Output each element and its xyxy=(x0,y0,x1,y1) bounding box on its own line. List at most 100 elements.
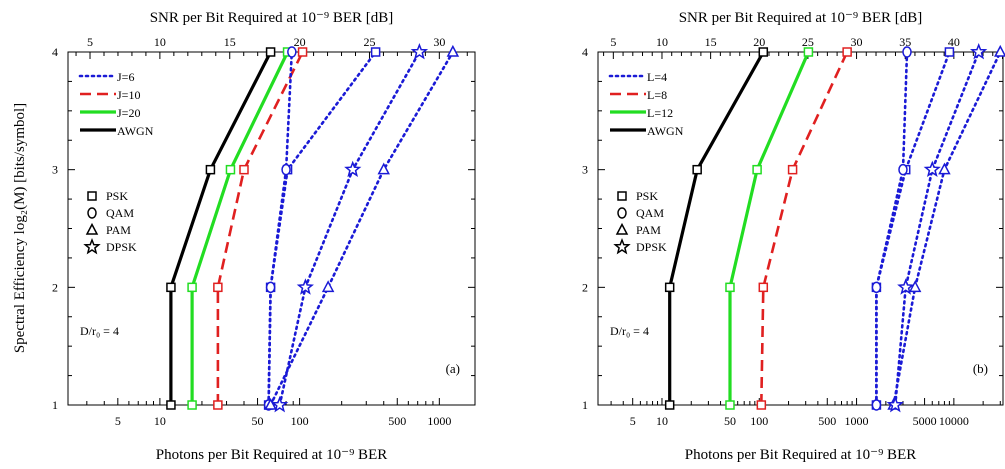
top-axis-title: SNR per Bit Required at 10⁻⁹ BER [dB] xyxy=(150,10,394,26)
y-tick-label: 3 xyxy=(582,163,588,177)
top-tick-label: 15 xyxy=(224,35,236,49)
top-tick-label: 25 xyxy=(363,35,375,49)
chart-panel-1: 5 10 50 100 500 1000 5 10 15 20 25 30 1 2 3 4 SNR per Bi… xyxy=(52,10,476,463)
legend-line-label: J=10 xyxy=(117,88,140,102)
x-tick-label: 500 xyxy=(818,414,836,428)
data-point-square xyxy=(944,47,955,57)
series-j-6-psk xyxy=(263,47,381,410)
data-point-star xyxy=(886,395,904,413)
x-tick-label: 500 xyxy=(388,414,406,428)
data-point-triangle xyxy=(938,162,951,175)
series-j-20-psk xyxy=(187,47,293,410)
legend-marker-label: QAM xyxy=(636,206,664,220)
legend-marker-label: PSK xyxy=(636,189,658,203)
data-point-square xyxy=(725,282,735,293)
legend-marker-label: DPSK xyxy=(106,240,137,254)
top-tick-label: 35 xyxy=(899,35,911,49)
legend-marker-label: QAM xyxy=(106,206,134,220)
annotation: D/r₀ = 4 xyxy=(610,324,649,338)
data-point-star xyxy=(969,42,988,60)
x-tick-label: 5000 xyxy=(913,414,937,428)
data-point-square xyxy=(664,282,675,293)
data-point-square xyxy=(213,282,223,293)
legend-line-label: AWGN xyxy=(117,124,154,138)
x-tick-label: 5 xyxy=(630,414,636,428)
y-tick-label: 4 xyxy=(582,45,588,59)
data-point-triangle xyxy=(994,44,1005,57)
top-tick-label: 20 xyxy=(753,35,765,49)
top-tick-label: 20 xyxy=(294,35,306,49)
data-point-square xyxy=(758,282,769,293)
x-tick-label: 1000 xyxy=(427,414,451,428)
data-point-square xyxy=(297,47,308,57)
legend-line-label: L=8 xyxy=(647,88,667,102)
x-tick-label: 5 xyxy=(115,414,121,428)
x-tick-label: 50 xyxy=(724,414,736,428)
x-tick-label: 10 xyxy=(154,414,166,428)
top-tick-label: 5 xyxy=(87,35,93,49)
annotation: D/r₀ = 4 xyxy=(80,324,119,338)
y-tick-label: 4 xyxy=(52,45,58,59)
x-axis-title: Photons per Bit Required at 10⁻⁹ BER xyxy=(685,447,916,463)
data-point-circle xyxy=(871,399,882,411)
series-line xyxy=(267,50,294,407)
series-j-6-pam xyxy=(264,44,460,410)
top-axis-title: SNR per Bit Required at 10⁻⁹ BER [dB] xyxy=(679,10,923,26)
legend-marker-label: PAM xyxy=(636,223,661,237)
legend-marker-triangle xyxy=(85,222,99,235)
panel-label: (b) xyxy=(973,361,988,376)
y-tick-label: 3 xyxy=(52,163,58,177)
y-axis-label: Spectral Efficiency log₂(M) [bits/symbol… xyxy=(12,103,28,353)
data-point-star xyxy=(296,278,314,295)
series-line xyxy=(216,51,304,405)
data-point-circle xyxy=(902,46,912,58)
series-line xyxy=(728,51,810,405)
x-tick-label: 100 xyxy=(291,414,309,428)
data-point-circle xyxy=(871,281,882,294)
legend-marker-label: PAM xyxy=(106,223,131,237)
series-l-4-dpsk xyxy=(886,42,988,413)
data-point-square xyxy=(803,47,814,57)
data-point-circle xyxy=(265,281,276,294)
data-point-square xyxy=(664,400,675,410)
data-point-square xyxy=(758,47,769,57)
data-point-square xyxy=(725,400,735,410)
legend-marker-circle xyxy=(617,207,627,219)
legend-marker-circle xyxy=(87,207,97,219)
series-l-4-psk xyxy=(871,47,955,410)
series-line xyxy=(875,50,909,407)
data-point-square xyxy=(213,400,223,410)
x-tick-label: 100 xyxy=(750,414,768,428)
data-point-square xyxy=(166,400,176,410)
legend-line-label: L=12 xyxy=(647,106,673,120)
top-tick-label: 10 xyxy=(154,35,166,49)
data-point-square xyxy=(187,400,197,410)
data-point-square xyxy=(265,47,276,57)
top-tick-label: 40 xyxy=(948,35,960,49)
top-tick-label: 5 xyxy=(610,35,616,49)
series-awgn-psk xyxy=(166,47,276,410)
data-point-star xyxy=(410,42,429,60)
data-point-square xyxy=(756,400,767,410)
series-l-12-psk xyxy=(725,47,814,410)
data-point-triangle xyxy=(908,280,922,293)
y-tick-label: 1 xyxy=(582,398,588,412)
series-l-4-qam xyxy=(871,46,912,411)
legend-line-label: AWGN xyxy=(647,124,684,138)
series-line xyxy=(893,50,981,407)
series-line xyxy=(760,51,849,406)
top-tick-label: 25 xyxy=(802,35,814,49)
series-line xyxy=(190,51,290,405)
legend-marker-label: PSK xyxy=(106,189,128,203)
data-point-square xyxy=(166,282,176,293)
series-j-10-psk xyxy=(213,47,308,410)
data-point-square xyxy=(842,47,852,57)
legend-marker-label: DPSK xyxy=(636,240,667,254)
data-point-star xyxy=(270,395,289,413)
data-point-square xyxy=(752,164,762,175)
series-awgn-psk xyxy=(664,47,769,410)
data-point-triangle xyxy=(377,162,390,175)
legend-line-label: L=4 xyxy=(647,70,667,84)
x-axis-title: Photons per Bit Required at 10⁻⁹ BER xyxy=(156,447,387,463)
